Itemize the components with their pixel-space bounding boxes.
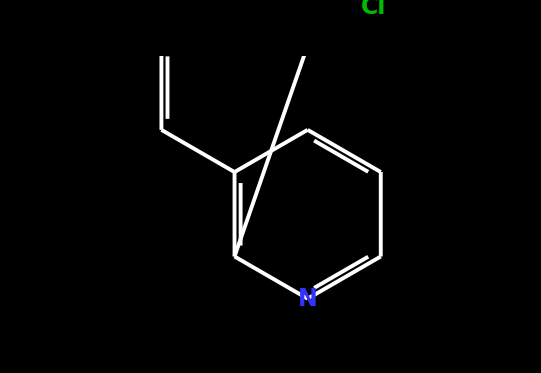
Text: N: N [298,287,318,311]
Text: Cl: Cl [361,0,386,19]
